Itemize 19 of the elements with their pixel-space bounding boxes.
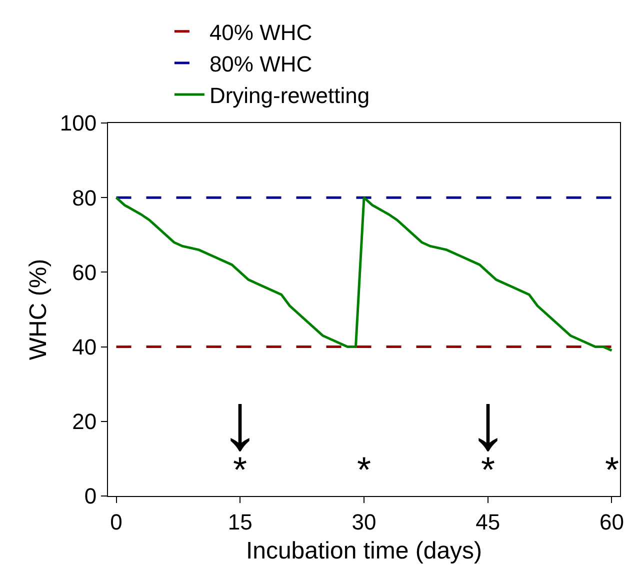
y-tick-label: 0 [84,484,97,509]
annotation: * [357,449,372,490]
x-tick-label: 15 [228,509,252,534]
y-tick-label: 100 [60,110,97,136]
annotation: * [605,449,620,490]
line-series [115,196,613,352]
x-tick-label: 0 [110,509,122,534]
y-axis-title: WHC (%) [24,258,52,360]
legend-label: 40% WHC [209,20,312,45]
y-tick-label: 20 [72,409,97,434]
x-tick-label: 30 [352,509,376,534]
x-axis-title: Incubation time (days) [246,538,482,565]
legend-label: 80% WHC [209,52,312,77]
y-tick-label: 60 [72,260,97,285]
x-tick-label: 60 [600,509,624,534]
y-tick-label: 40 [72,334,97,360]
y-tick-label: 80 [72,185,97,210]
x-tick-label: 45 [476,509,500,534]
legend-label: Drying-rewetting [209,83,370,108]
